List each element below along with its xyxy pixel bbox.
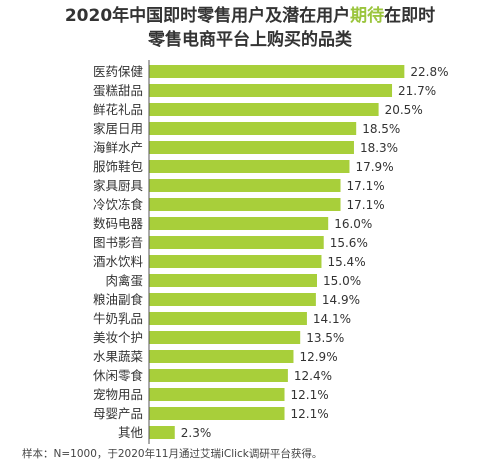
bar: [149, 407, 285, 420]
value-label: 16.0%: [334, 217, 372, 231]
title-line-1: 2020年中国即时零售用户及潜在用户期待在即时: [0, 4, 500, 28]
value-label: 17.1%: [347, 198, 385, 212]
bar: [149, 84, 393, 97]
category-label: 医药保健: [93, 64, 144, 79]
bar: [149, 312, 307, 325]
category-label: 宠物用品: [93, 387, 143, 402]
value-label: 12.4%: [294, 369, 332, 383]
bar: [149, 236, 324, 249]
category-label: 粮油副食: [93, 292, 144, 307]
value-label: 14.1%: [313, 312, 351, 326]
value-label: 15.4%: [327, 255, 365, 269]
bar: [149, 217, 329, 230]
value-label: 20.5%: [385, 103, 423, 117]
category-label: 牛奶乳品: [93, 311, 143, 326]
bar: [149, 369, 288, 382]
category-label: 其他: [118, 425, 144, 440]
value-label: 22.8%: [410, 65, 448, 79]
value-label: 13.5%: [306, 331, 344, 345]
bar: [149, 388, 285, 401]
category-label: 休闲零食: [93, 368, 144, 383]
value-label: 15.6%: [330, 236, 368, 250]
title-line-1-part-2: 在即时: [384, 6, 436, 26]
bar: [149, 141, 354, 154]
value-label: 12.9%: [299, 350, 337, 364]
category-label: 冷饮冻食: [93, 197, 144, 212]
bar: [149, 350, 294, 363]
category-label: 家居日用: [93, 121, 143, 136]
category-label: 蛋糕甜品: [93, 83, 143, 98]
value-label: 21.7%: [398, 84, 436, 98]
value-label: 12.1%: [291, 388, 329, 402]
bar: [149, 65, 405, 78]
value-label: 17.1%: [347, 179, 385, 193]
value-label: 15.0%: [323, 274, 361, 288]
category-label: 母婴产品: [93, 406, 143, 421]
category-label: 美妆个护: [93, 330, 143, 345]
title-highlight: 期待: [350, 6, 385, 26]
bar: [149, 293, 316, 306]
bar: [149, 274, 317, 287]
bar: [149, 255, 322, 268]
category-label: 海鲜水产: [93, 140, 143, 155]
bar: [149, 331, 301, 344]
bar: [149, 103, 379, 116]
category-label: 肉禽蛋: [105, 273, 143, 288]
category-label: 数码电器: [93, 216, 144, 231]
category-label: 图书影音: [93, 235, 143, 250]
value-label: 18.3%: [360, 141, 398, 155]
category-label: 家具厨具: [93, 178, 144, 193]
bar: [149, 426, 175, 439]
value-label: 18.5%: [362, 122, 400, 136]
value-label: 17.9%: [355, 160, 393, 174]
bar: [149, 198, 341, 211]
bar: [149, 160, 350, 173]
category-label: 酒水饮料: [93, 254, 144, 269]
category-label: 服饰鞋包: [93, 159, 143, 174]
bar: [149, 122, 357, 135]
footnote: 样本：N=1000，于2020年11月通过艾瑞iClick调研平台获得。: [22, 448, 323, 460]
title-line-2: 零售电商平台上购买的品类: [148, 30, 352, 50]
value-label: 12.1%: [291, 407, 329, 421]
chart-title: 2020年中国即时零售用户及潜在用户期待在即时 零售电商平台上购买的品类: [0, 4, 500, 52]
category-label: 水果蔬菜: [93, 349, 144, 364]
title-line-1-part-1: 2020年中国即时零售用户及潜在用户: [64, 6, 351, 26]
bar: [149, 179, 341, 192]
value-label: 14.9%: [322, 293, 360, 307]
category-label: 鲜花礼品: [93, 102, 143, 117]
value-label: 2.3%: [181, 426, 212, 440]
